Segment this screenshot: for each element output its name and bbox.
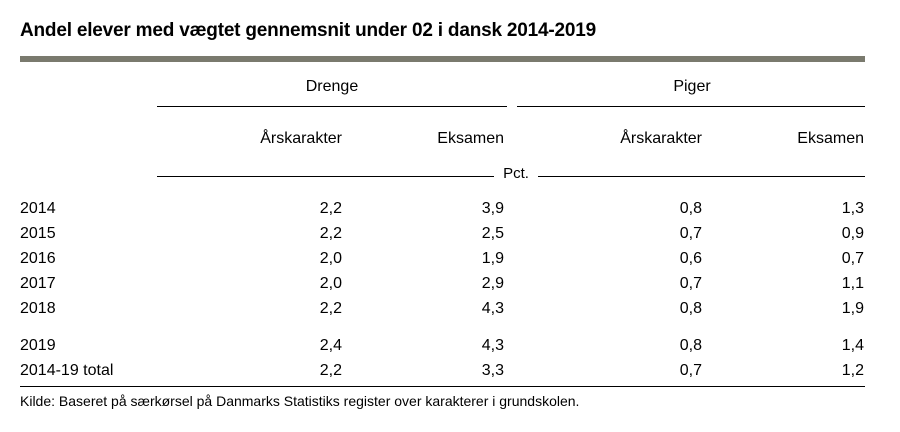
cell-drenge-aarskarakter: 2,0 — [319, 275, 342, 292]
group-underline-drenge — [157, 106, 507, 107]
cell-piger-aarskarakter: 0,8 — [679, 300, 702, 317]
cell-drenge-eksamen: 3,3 — [481, 362, 504, 379]
cell-drenge-aarskarakter: 2,2 — [319, 225, 342, 242]
cell-drenge-aarskarakter: 2,2 — [319, 300, 342, 317]
cell-drenge-eksamen: 1,9 — [481, 250, 504, 267]
cell-drenge-aarskarakter: 2,2 — [319, 362, 342, 379]
table-title: Andel elever med vægtet gennemsnit under… — [20, 20, 596, 41]
table-row: 2016 2,0 1,9 0,6 0,7 — [0, 250, 900, 272]
cell-piger-aarskarakter: 0,7 — [679, 275, 702, 292]
group-header-drenge: Drenge — [305, 78, 359, 95]
cell-drenge-eksamen: 4,3 — [481, 300, 504, 317]
title-divider — [20, 56, 865, 62]
cell-piger-eksamen: 0,9 — [841, 225, 864, 242]
cell-piger-aarskarakter: 0,7 — [679, 362, 702, 379]
cell-piger-aarskarakter: 0,8 — [679, 200, 702, 217]
cell-piger-eksamen: 1,1 — [841, 275, 864, 292]
row-year: 2014 — [20, 200, 56, 217]
table-row-total: 2014-19 total 2,2 3,3 0,7 1,2 — [0, 362, 900, 384]
cell-drenge-eksamen: 3,9 — [481, 200, 504, 217]
column-header-piger-aarskarakter: Årskarakter — [620, 130, 702, 147]
unit-line-right — [538, 176, 865, 177]
column-header-drenge-aarskarakter: Årskarakter — [260, 130, 342, 147]
cell-drenge-aarskarakter: 2,4 — [319, 337, 342, 354]
column-header-drenge-eksamen: Eksamen — [437, 130, 504, 147]
row-year: 2014-19 total — [20, 362, 114, 379]
table-row: 2019 2,4 4,3 0,8 1,4 — [0, 337, 900, 359]
cell-piger-eksamen: 1,9 — [841, 300, 864, 317]
cell-piger-eksamen: 0,7 — [841, 250, 864, 267]
cell-piger-aarskarakter: 0,6 — [679, 250, 702, 267]
group-header-piger: Piger — [673, 78, 711, 95]
row-year: 2019 — [20, 337, 56, 354]
cell-piger-eksamen: 1,3 — [841, 200, 864, 217]
cell-piger-eksamen: 1,2 — [841, 362, 864, 379]
table-row: 2015 2,2 2,5 0,7 0,9 — [0, 225, 900, 247]
unit-line-left — [157, 176, 494, 177]
cell-drenge-eksamen: 2,9 — [481, 275, 504, 292]
cell-piger-aarskarakter: 0,8 — [679, 337, 702, 354]
table-row: 2018 2,2 4,3 0,8 1,9 — [0, 300, 900, 322]
table-row: 2014 2,2 3,9 0,8 1,3 — [0, 200, 900, 222]
cell-drenge-aarskarakter: 2,0 — [319, 250, 342, 267]
unit-label: Pct. — [503, 165, 529, 182]
row-year: 2015 — [20, 225, 56, 242]
cell-piger-eksamen: 1,4 — [841, 337, 864, 354]
source-note: Kilde: Baseret på særkørsel på Danmarks … — [20, 393, 580, 409]
table-bottom-rule — [20, 386, 865, 387]
cell-piger-aarskarakter: 0,7 — [679, 225, 702, 242]
row-year: 2016 — [20, 250, 56, 267]
cell-drenge-eksamen: 4,3 — [481, 337, 504, 354]
cell-drenge-eksamen: 2,5 — [481, 225, 504, 242]
group-underline-piger — [517, 106, 865, 107]
row-year: 2018 — [20, 300, 56, 317]
table-row: 2017 2,0 2,9 0,7 1,1 — [0, 275, 900, 297]
cell-drenge-aarskarakter: 2,2 — [319, 200, 342, 217]
row-year: 2017 — [20, 275, 56, 292]
column-header-piger-eksamen: Eksamen — [797, 130, 864, 147]
